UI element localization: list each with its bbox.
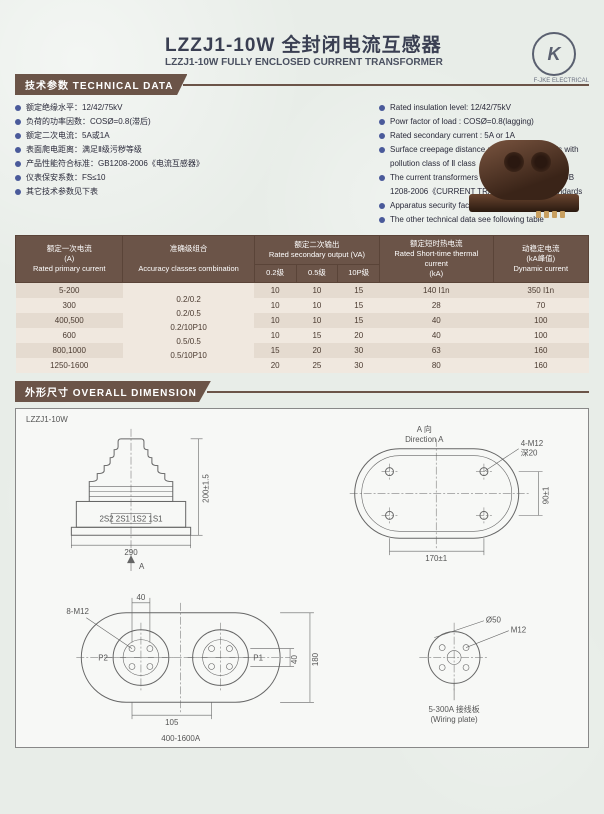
data-table: 额定一次电流 (A) Rated primary current 准确级组合 A…	[15, 235, 589, 373]
section-tab: 技术参数 TECHNICAL DATA	[15, 74, 187, 95]
table-row: 800,100015203063160	[16, 343, 589, 358]
spec-row: Rated insulation level: 12/42/75kV	[379, 101, 589, 115]
spec-text: 产品性能符合标准：GB1208-2006《电流互感器》	[26, 157, 204, 171]
bullet-icon	[15, 189, 21, 195]
svg-text:105: 105	[165, 718, 179, 727]
svg-text:40: 40	[137, 593, 146, 602]
model-label: LZZJ1-10W	[26, 415, 68, 424]
svg-text:P2: P2	[98, 654, 108, 663]
spec-row: 其它技术参数见下表	[15, 185, 367, 199]
bullet-icon	[379, 119, 385, 125]
spec-row: 仪表保安系数：FS≤10	[15, 171, 367, 185]
spec-row: 表面爬电距离：满足Ⅱ级污秽等级	[15, 143, 367, 157]
spec-row: 负荷的功率因数：COSØ=0.8(滞后)	[15, 115, 367, 129]
spec-text: Rated insulation level: 12/42/75kV	[390, 101, 511, 115]
bullet-icon	[15, 105, 21, 111]
table-row: 1250-160020253080160	[16, 358, 589, 373]
spec-text: 额定绝缘水平：12/42/75kV	[26, 101, 122, 115]
table-row: 3001010152870	[16, 298, 589, 313]
svg-text:深20: 深20	[521, 449, 538, 458]
brand-text: F-JKE ELECTRICAL	[534, 78, 589, 84]
svg-text:Ø50: Ø50	[486, 616, 502, 625]
bullet-icon	[379, 175, 385, 181]
svg-text:400-1600A: 400-1600A	[161, 734, 201, 743]
section-line-dim	[207, 391, 589, 393]
svg-text:(Wiring plate): (Wiring plate)	[430, 715, 478, 724]
spec-row: 额定二次电流：5A或1A	[15, 129, 367, 143]
bullet-icon	[15, 119, 21, 125]
spec-row: Powr factor of load : COSØ=0.8(lagging)	[379, 115, 589, 129]
svg-text:A 向: A 向	[417, 424, 432, 434]
table-row: 400,50010101540100	[16, 313, 589, 328]
bullet-icon	[15, 175, 21, 181]
spec-text: Powr factor of load : COSØ=0.8(lagging)	[390, 115, 534, 129]
drawing-area: LZZJ1-10W 2S2 2S1 1S2 1S1	[15, 408, 589, 748]
spec-text: 表面爬电距离：满足Ⅱ级污秽等级	[26, 143, 142, 157]
svg-text:40: 40	[290, 655, 299, 664]
spec-text: 其它技术参数见下表	[26, 185, 98, 199]
bullet-icon	[15, 161, 21, 167]
svg-text:90±1: 90±1	[542, 486, 551, 504]
section-technical: 技术参数 TECHNICAL DATA	[15, 74, 589, 95]
svg-text:2S2 2S1 1S2 1S1: 2S2 2S1 1S2 1S1	[99, 514, 163, 523]
table-row: 60010152040100	[16, 328, 589, 343]
svg-text:200±1.5: 200±1.5	[202, 474, 211, 503]
bullet-icon	[379, 217, 385, 223]
table-row: 5-2000.2/0.20.2/0.50.2/10P100.5/0.50.5/1…	[16, 283, 589, 299]
product-photo	[464, 130, 584, 220]
svg-text:Direction A: Direction A	[405, 435, 444, 444]
svg-text:8-M12: 8-M12	[66, 607, 89, 616]
svg-text:M12: M12	[511, 626, 527, 635]
bullet-icon	[15, 147, 21, 153]
bullet-icon	[379, 105, 385, 111]
page-header: LZZJ1-10W 全封闭电流互感器 LZZJ1-10W FULLY ENCLO…	[165, 30, 589, 68]
spec-row: 产品性能符合标准：GB1208-2006《电流互感器》	[15, 157, 367, 171]
svg-text:180: 180	[311, 652, 320, 666]
bullet-icon	[379, 133, 385, 139]
section-line	[183, 84, 589, 86]
title-en: LZZJ1-10W FULLY ENCLOSED CURRENT TRANSFO…	[165, 57, 589, 68]
bullet-icon	[379, 203, 385, 209]
svg-text:P1: P1	[253, 654, 263, 663]
spec-row: 额定绝缘水平：12/42/75kV	[15, 101, 367, 115]
title-cn: LZZJ1-10W 全封闭电流互感器	[165, 30, 589, 57]
spec-text: 负荷的功率因数：COSØ=0.8(滞后)	[26, 115, 151, 129]
section-tab-dim: 外形尺寸 OVERALL DIMENSION	[15, 381, 211, 402]
svg-text:170±1: 170±1	[425, 554, 448, 563]
svg-text:A: A	[139, 562, 145, 571]
spec-text: 仪表保安系数：FS≤10	[26, 171, 106, 185]
svg-text:4-M12: 4-M12	[521, 439, 544, 448]
bullet-icon	[15, 133, 21, 139]
brand-logo: K	[532, 32, 576, 76]
section-dimension: 外形尺寸 OVERALL DIMENSION	[15, 381, 589, 402]
svg-text:5-300A 接线板: 5-300A 接线板	[429, 704, 480, 714]
spec-col-cn: 额定绝缘水平：12/42/75kV负荷的功率因数：COSØ=0.8(滞后)额定二…	[15, 101, 367, 227]
spec-text: 额定二次电流：5A或1A	[26, 129, 110, 143]
bullet-icon	[379, 147, 385, 153]
